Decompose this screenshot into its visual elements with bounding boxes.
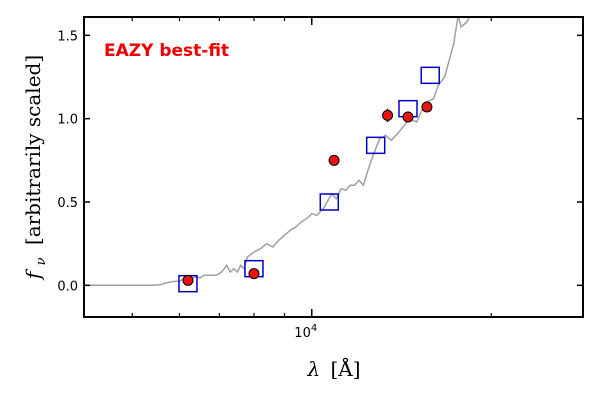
chart-annotation: EAZY best-fit	[104, 41, 229, 61]
svg-text:λ [Å]: λ [Å]	[306, 356, 360, 381]
model-point-2	[319, 193, 340, 211]
y-tick-label: 0.5	[57, 196, 78, 211]
observed-point-2	[328, 154, 340, 166]
y-axis-label: f ν [arbitrarily scaled]	[21, 55, 50, 281]
y-tick-label: 1.5	[57, 29, 78, 44]
x-axis-symbol: λ	[306, 357, 320, 381]
observed-point-3	[382, 109, 394, 121]
axes-frame	[83, 16, 584, 318]
y-tick-label: 1.0	[57, 113, 78, 128]
svg-text:f ν [arbitrarily s: f ν [arbitrarily scaled]	[21, 55, 50, 281]
observed-point-5	[421, 101, 433, 113]
y-axis-symbol: f	[21, 268, 45, 281]
y-axis-text: [arbitrarily scaled]	[21, 55, 45, 245]
x-tick-label: 104	[294, 323, 317, 341]
model-point-5	[420, 66, 440, 85]
x-axis-label: λ [Å]	[306, 356, 360, 381]
y-axis-subscript: ν	[34, 257, 49, 265]
plot-area	[84, 17, 471, 293]
model-point-3	[365, 136, 386, 155]
observed-point-4	[402, 111, 414, 123]
x-axis-unit: [Å]	[330, 356, 360, 381]
observed-point-1	[248, 268, 260, 280]
y-tick-label: 0.0	[57, 279, 78, 294]
observed-point-0	[182, 274, 194, 286]
axis-ticks: 0.0 0.5 1.0 1.5 104	[57, 17, 583, 341]
